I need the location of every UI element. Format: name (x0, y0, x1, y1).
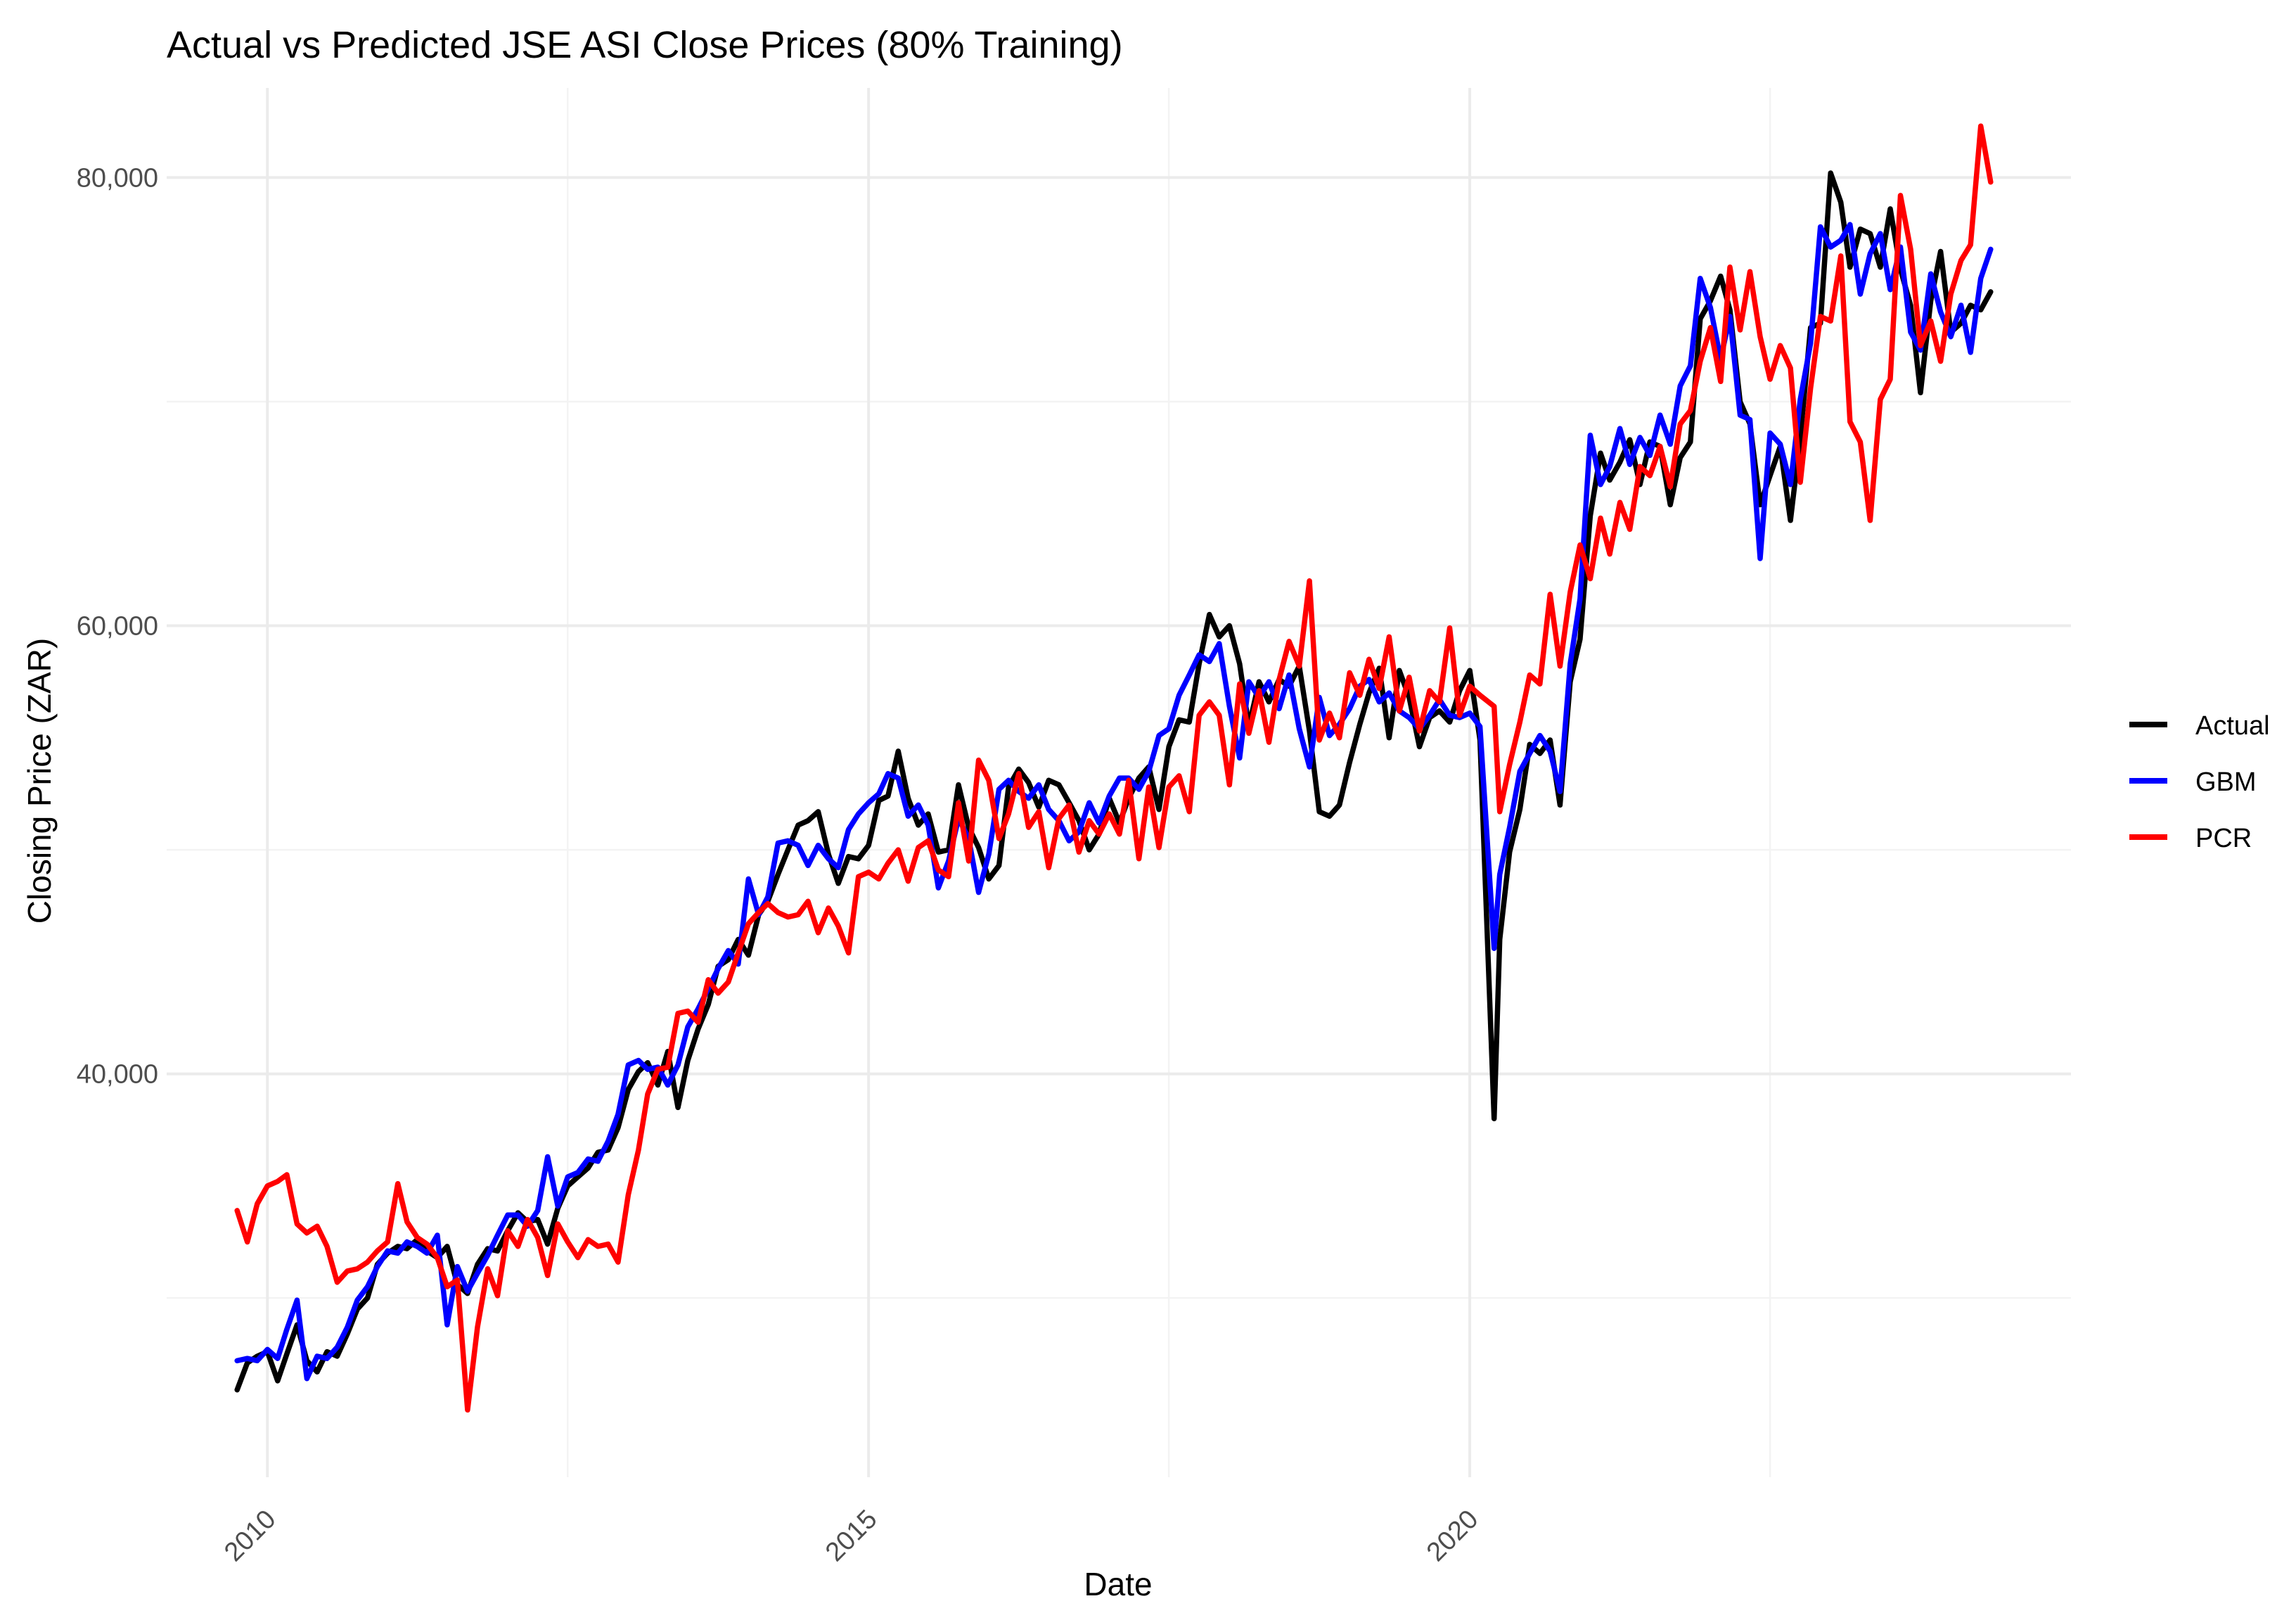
grid (167, 88, 2071, 1477)
x-axis-title: Date (1084, 1566, 1152, 1602)
series-line-pcr (234, 123, 1994, 1413)
legend-label-pcr: PCR (2195, 824, 2252, 853)
y-tick-label: 40,000 (77, 1060, 158, 1090)
y-tick-label: 60,000 (77, 612, 158, 642)
y-tick-label: 80,000 (77, 163, 158, 193)
legend: Actual GBM PCR (2129, 711, 2270, 853)
y-axis-title: Closing Price (ZAR) (21, 638, 58, 924)
legend-label-actual: Actual (2195, 711, 2270, 741)
chart-title: Actual vs Predicted JSE ASI Close Prices… (167, 24, 1123, 66)
y-axis-ticks: 40,000 60,000 80,000 (77, 163, 158, 1089)
series-lines (234, 123, 1994, 1413)
legend-label-gbm: GBM (2195, 767, 2257, 797)
